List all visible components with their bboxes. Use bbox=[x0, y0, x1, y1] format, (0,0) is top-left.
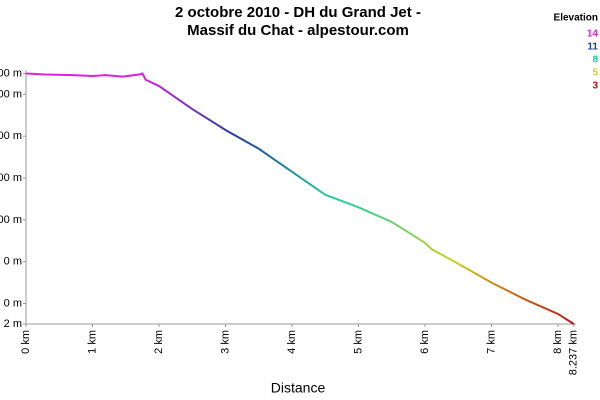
y-tick-label: 00 m bbox=[0, 172, 22, 184]
x-tick-label: 8.237 km bbox=[568, 330, 580, 375]
legend-label: 8 bbox=[592, 55, 598, 66]
x-tick-label: 3 km bbox=[219, 330, 231, 354]
x-tick-label: 7 km bbox=[485, 330, 497, 354]
legend-label: 11 bbox=[587, 42, 598, 53]
x-tick-label: 8 km bbox=[552, 330, 564, 354]
x-tick-label: 1 km bbox=[86, 330, 98, 354]
y-tick-label: 00 m bbox=[0, 67, 22, 79]
x-tick-label: 5 km bbox=[352, 330, 364, 354]
x-tick-label: 4 km bbox=[286, 330, 298, 354]
y-tick-label: 0 m bbox=[4, 297, 22, 309]
y-tick-label: 00 m bbox=[0, 214, 22, 226]
legend-label: 14 bbox=[587, 29, 599, 40]
y-tick-label: 2 m bbox=[4, 318, 22, 330]
y-tick-label: 0 m bbox=[4, 256, 22, 268]
chart-title: 2 octobre 2010 - DH du Grand Jet - bbox=[175, 4, 421, 21]
y-tick-label: 00 m bbox=[0, 88, 22, 100]
x-tick-label: 0 km bbox=[20, 330, 32, 354]
legend-label: 3 bbox=[592, 81, 598, 92]
x-tick-label: 2 km bbox=[153, 330, 165, 354]
y-tick-label: 00 m bbox=[0, 130, 22, 142]
legend-label: 5 bbox=[592, 68, 598, 79]
legend-title: Elevation bbox=[554, 13, 598, 24]
x-tick-label: 6 km bbox=[419, 330, 431, 354]
chart-title: Massif du Chat - alpestour.com bbox=[187, 22, 409, 39]
elevation-line bbox=[25, 72, 575, 325]
x-axis-title: Distance bbox=[271, 380, 326, 396]
